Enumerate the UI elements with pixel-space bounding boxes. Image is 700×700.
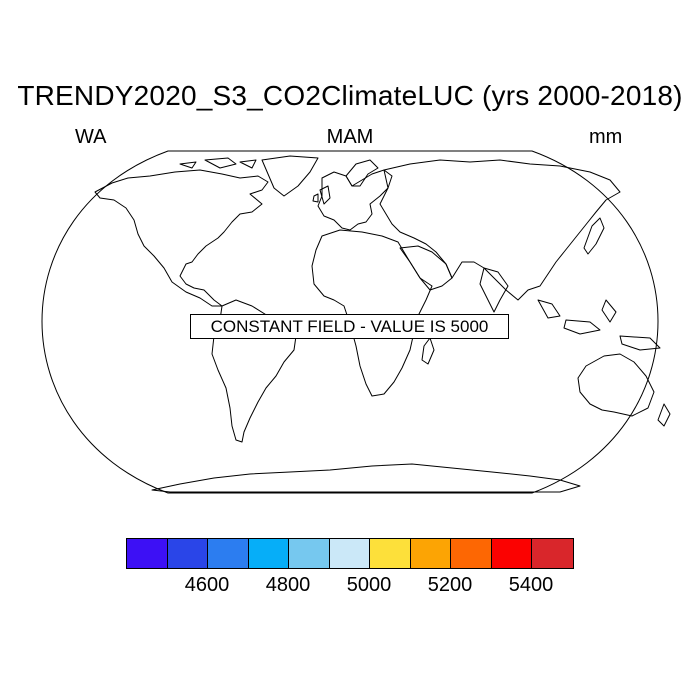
coast-antarctica <box>151 463 581 493</box>
colorbar-swatch <box>532 539 573 568</box>
units-label: mm <box>589 126 623 148</box>
coast-australia <box>577 353 655 417</box>
coast-africa <box>311 229 433 397</box>
map-frame <box>41 150 659 494</box>
map-title: TRENDY2020_S3_CO2ClimateLUC (yrs 2000-20… <box>17 80 683 111</box>
coast-japan <box>583 217 605 255</box>
colorbar-swatch <box>370 539 411 568</box>
constant-field-notice: CONSTANT FIELD - VALUE IS 5000 <box>190 314 509 339</box>
coast-se-asia-islands <box>537 299 661 351</box>
colorbar-tick-label: 5200 <box>427 574 473 596</box>
coast-scandinavia <box>345 159 379 187</box>
colorbar-tick-label: 4600 <box>184 574 230 596</box>
colorbar-swatch <box>167 539 208 568</box>
colorbar-swatch <box>248 539 289 568</box>
colorbar-swatch <box>491 539 532 568</box>
coast-madagascar <box>421 337 435 365</box>
colorbar <box>126 538 574 569</box>
colorbar-swatch <box>127 539 168 568</box>
colorbar-swatch <box>410 539 451 568</box>
coast-europe <box>317 169 393 231</box>
coast-india <box>479 267 509 313</box>
colorbar-tick-label: 4800 <box>265 574 311 596</box>
colorbar-swatch <box>208 539 249 568</box>
coast-new-zealand <box>657 403 671 427</box>
coastlines <box>94 155 671 493</box>
colorbar-swatch <box>451 539 492 568</box>
colorbar-swatch <box>329 539 370 568</box>
coast-greenland <box>261 155 319 197</box>
variable-label: WA <box>75 126 107 148</box>
coast-north-america <box>94 169 269 307</box>
coast-british-isles <box>312 185 331 205</box>
colorbar-tick-label: 5400 <box>508 574 554 596</box>
colorbar-swatch <box>289 539 330 568</box>
season-label: MAM <box>326 126 374 148</box>
colorbar-tick-label: 5000 <box>346 574 392 596</box>
coast-arctic-islands <box>179 157 257 169</box>
coast-arabia <box>399 245 453 291</box>
coast-asia <box>379 159 621 301</box>
